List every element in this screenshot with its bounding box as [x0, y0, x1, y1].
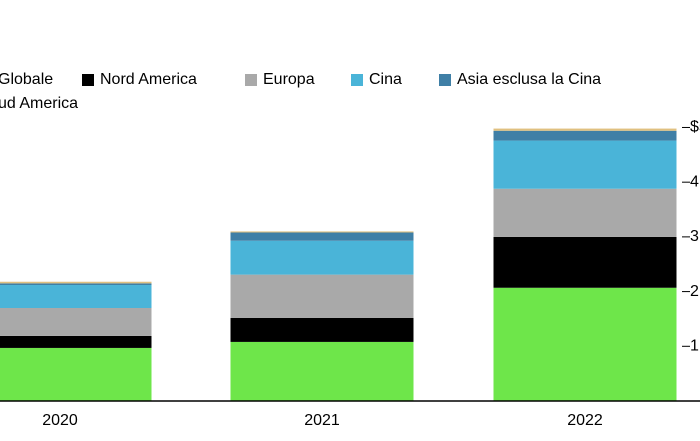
legend-label: Nord America — [100, 71, 197, 88]
y-tick-label: 4 — [690, 173, 699, 190]
y-tick-label: 2 — [690, 283, 699, 300]
bar-segment — [0, 283, 152, 286]
y-tick-label: $5 — [690, 119, 700, 136]
bar-segment — [0, 335, 152, 348]
legend-swatch — [245, 74, 257, 86]
legend-label: ud America — [0, 95, 78, 112]
legend-swatch — [439, 74, 451, 86]
legend-label: Cina — [369, 71, 402, 88]
bar-segment — [0, 285, 152, 308]
x-tick-label: 2021 — [304, 412, 340, 429]
y-tick-label: 3 — [690, 228, 699, 245]
bar-segment — [493, 130, 677, 141]
bar-segment — [230, 232, 414, 241]
legend-label: Asia esclusa la Cina — [457, 71, 601, 88]
x-tick-label: 2022 — [567, 412, 603, 429]
bar-segment — [230, 231, 414, 233]
bar-segment — [0, 347, 152, 401]
bar-segment — [493, 287, 677, 401]
bar-segment — [493, 188, 677, 237]
legend-swatch — [351, 74, 363, 86]
bar-segment — [493, 128, 677, 131]
legend-swatch — [82, 74, 94, 86]
legend-label: Globale — [0, 71, 53, 88]
bar-segment — [230, 240, 414, 275]
bar-segment — [230, 317, 414, 342]
x-tick-label: 2020 — [42, 412, 78, 429]
bar-segment — [230, 341, 414, 401]
bar-segment — [493, 140, 677, 189]
bar-segment — [493, 236, 677, 288]
bar-segment — [230, 274, 414, 318]
legend-label: Europa — [263, 71, 315, 88]
y-tick-label: 1 — [690, 338, 699, 355]
bar-segment — [0, 281, 152, 284]
bar-segment — [0, 308, 152, 336]
